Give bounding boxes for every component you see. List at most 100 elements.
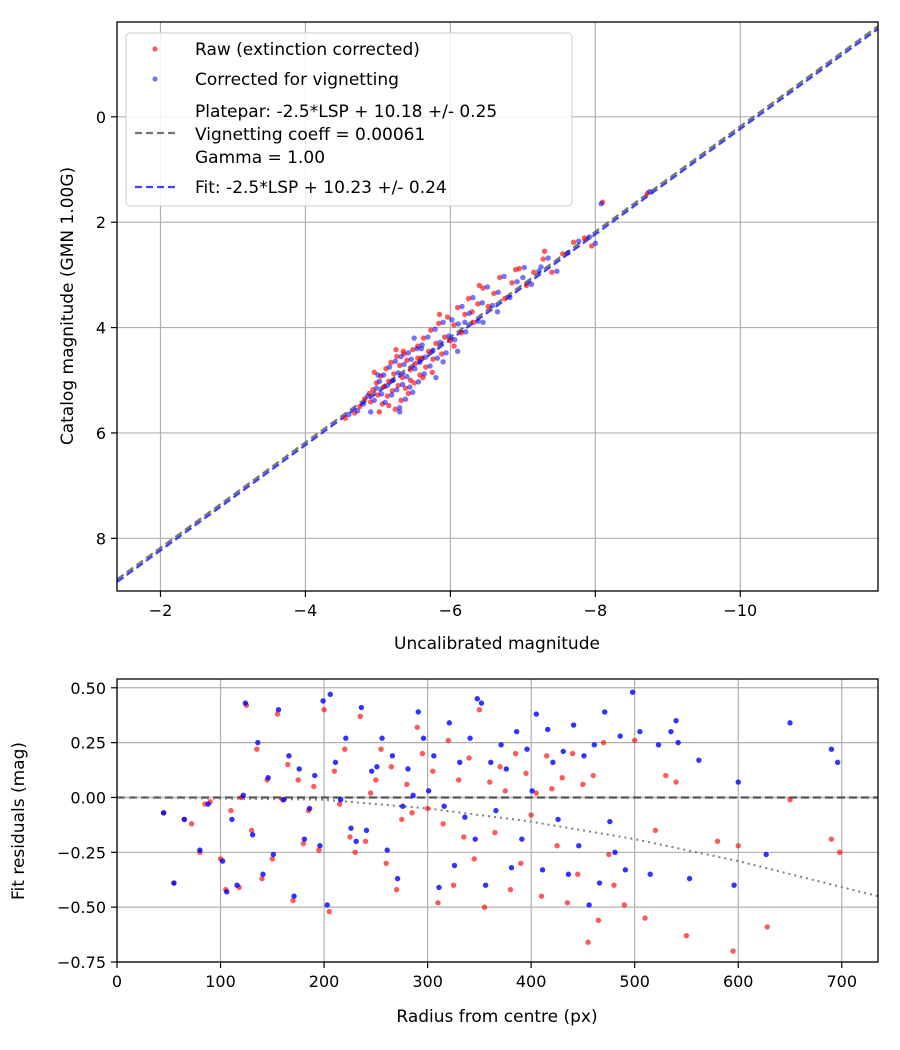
- corrected-point: [433, 374, 439, 381]
- top-fit-lines: [117, 25, 878, 583]
- bottom-plot-area: [117, 679, 878, 962]
- top-x-tick-label: −4: [294, 601, 318, 620]
- raw-point: [423, 364, 429, 370]
- corrected-point: [384, 382, 391, 389]
- corrected-residual-point: [539, 867, 546, 873]
- corrected-residual-point: [474, 696, 481, 702]
- corrected-residual-point: [224, 889, 230, 895]
- corrected-point: [376, 378, 383, 385]
- raw-point: [386, 402, 392, 409]
- corrected-residual-point: [384, 847, 390, 853]
- legend-box: [125, 32, 573, 207]
- raw-point: [512, 266, 519, 273]
- corrected-residual-point: [545, 726, 551, 733]
- corrected-residual-point: [291, 893, 297, 899]
- platepar-line: [117, 25, 878, 581]
- raw-point: [407, 367, 414, 373]
- top-x-tick-label: −2: [149, 601, 173, 620]
- legend: Raw (extinction corrected) Corrected for…: [125, 32, 573, 207]
- corrected-point: [440, 359, 446, 365]
- raw-point: [399, 374, 406, 381]
- top-x-tick-label: −8: [584, 601, 608, 620]
- corrected-point: [417, 359, 423, 366]
- raw-point: [485, 303, 491, 310]
- corrected-point: [401, 361, 407, 368]
- corrected-residual-point: [358, 704, 365, 711]
- raw-point: [441, 334, 448, 340]
- raw-residual-point: [487, 779, 493, 785]
- corrected-residual-point: [478, 700, 485, 706]
- corrected-residual-point: [696, 757, 702, 763]
- corrected-residual-point: [513, 728, 520, 735]
- corrected-residual-point: [675, 739, 681, 746]
- top-y-axis-label: Catalog magnitude (GMN 1.00G): [58, 167, 78, 445]
- corrected-residual-point: [451, 862, 458, 869]
- corrected-residual-point: [519, 836, 525, 842]
- corrected-point: [418, 345, 425, 352]
- corrected-point: [536, 268, 542, 274]
- raw-residual-point: [518, 860, 524, 866]
- corrected-point: [398, 353, 404, 360]
- top-scatter-points: [342, 188, 653, 421]
- raw-point: [384, 393, 391, 399]
- raw-residual-point: [714, 838, 721, 845]
- raw-residual-point: [663, 772, 669, 779]
- raw-point: [394, 353, 400, 360]
- raw-point: [389, 388, 396, 394]
- corrected-point: [470, 294, 476, 301]
- corrected-residual-point: [576, 843, 582, 849]
- raw-point: [436, 311, 443, 318]
- corrected-residual-point: [565, 871, 572, 877]
- raw-point: [376, 409, 383, 415]
- corrected-residual-point: [508, 864, 515, 871]
- bottom-y-tick-label: 0.25: [70, 734, 106, 753]
- corrected-point: [365, 393, 371, 399]
- raw-residual-point: [228, 807, 234, 814]
- raw-point: [391, 371, 397, 377]
- raw-point: [396, 362, 403, 369]
- legend-platepar-line1: Platepar: -2.5*LSP + 10.18 +/- 0.25: [195, 102, 497, 122]
- corrected-point: [446, 333, 452, 339]
- raw-point: [393, 347, 399, 353]
- bottom-x-tick-label: 500: [619, 972, 650, 991]
- corrected-residual-point: [498, 742, 504, 748]
- corrected-residual-point: [405, 766, 411, 772]
- raw-residual-point: [554, 843, 560, 849]
- corrected-residual-point: [219, 858, 226, 864]
- corrected-point: [412, 365, 418, 372]
- raw-residual-point: [378, 746, 384, 752]
- corrected-point: [404, 373, 410, 380]
- raw-point: [410, 347, 416, 353]
- raw-point: [428, 327, 434, 333]
- corrected-point: [507, 294, 513, 301]
- corrected-point: [421, 371, 427, 377]
- corrected-point: [386, 364, 393, 370]
- corrected-residual-point: [655, 742, 662, 748]
- raw-residual-point: [290, 897, 296, 904]
- corrected-point: [371, 397, 377, 403]
- raw-residual-point: [424, 805, 431, 812]
- corrected-residual-point: [601, 709, 608, 715]
- raw-point: [502, 295, 508, 302]
- corrected-point: [396, 404, 403, 411]
- corrected-residual-point: [570, 722, 577, 728]
- corrected-point: [592, 240, 599, 246]
- corrected-point: [489, 302, 496, 309]
- raw-point: [392, 406, 399, 412]
- raw-residual-point: [828, 836, 835, 842]
- raw-point: [496, 274, 503, 281]
- corrected-residual-point: [394, 875, 401, 882]
- raw-point: [541, 248, 548, 254]
- corrected-residual-point: [363, 827, 370, 834]
- corrected-residual-point: [731, 882, 737, 888]
- top-y-tick-label: 2: [96, 213, 106, 232]
- raw-residual-point: [326, 908, 332, 915]
- raw-residual-point: [254, 746, 260, 752]
- raw-residual-point: [580, 781, 586, 788]
- corrected-residual-point: [420, 735, 427, 741]
- corrected-residual-point: [389, 753, 396, 759]
- corrected-residual-point: [431, 753, 437, 759]
- corrected-residual-point: [160, 810, 167, 816]
